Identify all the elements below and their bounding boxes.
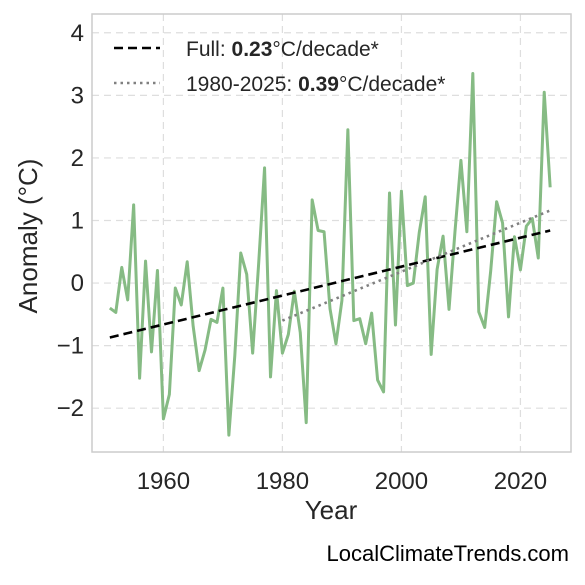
y-axis-ticks: −2 −1 0 1 2 3 4 (57, 20, 84, 422)
legend-label: Full: 0.23°C/decade* (186, 38, 379, 61)
y-tick-label: −1 (57, 333, 84, 360)
plot-area-background (92, 14, 571, 452)
x-tick-label: 2020 (494, 468, 547, 495)
y-tick-label: 3 (71, 82, 84, 109)
anomaly-line (108, 71, 552, 437)
y-tick-label: 2 (71, 145, 84, 172)
x-tick-label: 1960 (137, 468, 190, 495)
legend-label-suffix: °C/decade* (272, 38, 378, 61)
x-axis-ticks: 1960 1980 2000 2020 (137, 468, 547, 495)
legend-label-prefix: 1980-2025: (186, 73, 298, 96)
plot-frame (91, 13, 572, 453)
legend-label-prefix: Full: (186, 38, 232, 61)
y-tick-label: 4 (71, 20, 84, 47)
full-trend-line (109, 229, 551, 339)
y-axis-title: Anomaly (°C) (13, 159, 43, 314)
legend-label: 1980-2025: 0.39°C/decade* (186, 73, 445, 96)
legend-rate-value: 0.23 (232, 38, 273, 61)
gridlines (92, 14, 571, 452)
recent-trend-line (281, 209, 551, 322)
legend-label-suffix: °C/decade* (339, 73, 445, 96)
data-series (108, 71, 552, 437)
y-tick-label: 0 (71, 270, 84, 297)
legend-rate-value: 0.39 (298, 73, 339, 96)
x-tick-label: 2000 (375, 468, 428, 495)
x-tick-label: 1980 (256, 468, 309, 495)
y-tick-label: −2 (57, 395, 84, 422)
site-watermark: LocalClimateTrends.com (327, 541, 570, 566)
x-axis-title: Year (305, 495, 358, 525)
y-tick-label: 1 (71, 207, 84, 234)
legend: Full: 0.23°C/decade*1980-2025: 0.39°C/de… (114, 38, 445, 96)
